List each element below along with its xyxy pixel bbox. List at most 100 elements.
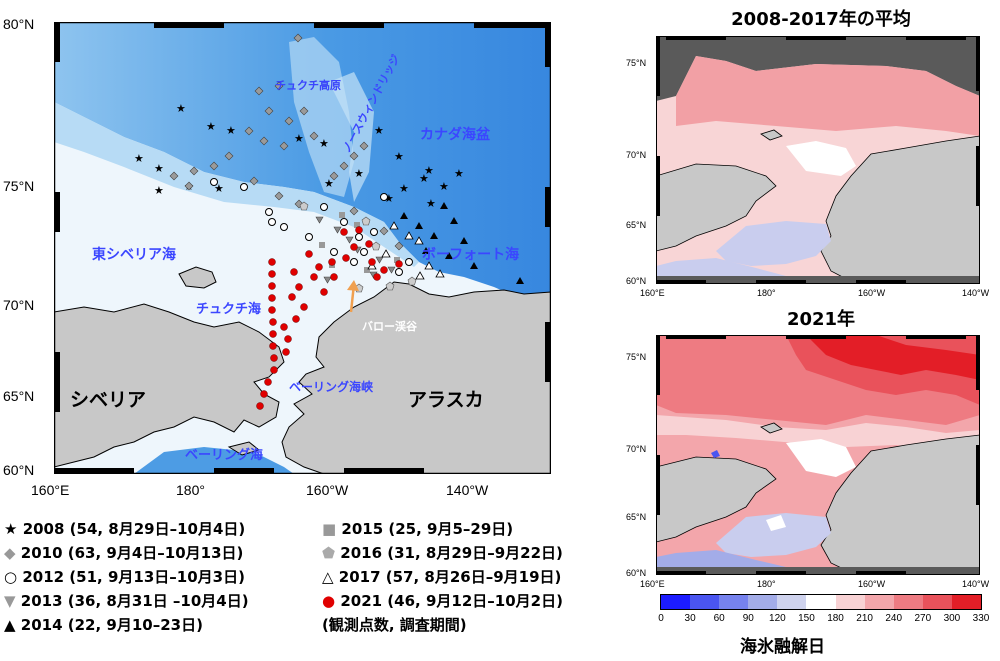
svg-text:★: ★ [394, 150, 404, 163]
svg-text:★: ★ [454, 167, 464, 180]
legend: ★ 2008 (54, 8月29日–10月4日) ◆ 2010 (63, 9月4… [4, 518, 249, 638]
inset-bottom-lat-60: 60°N [626, 568, 647, 578]
legend-row-2013: ▼ 2013 (36, 8月31日 –10月4日) [4, 592, 249, 610]
label-beaufort-sea: ボーフォート海 [422, 247, 520, 263]
svg-text:★: ★ [419, 172, 429, 185]
stations-2021 [256, 226, 403, 410]
svg-text:★: ★ [214, 182, 224, 195]
inset-top-lon-160e: 160°E [640, 288, 665, 298]
inset-top-lat-70: 70°N [626, 150, 647, 160]
colorbar-tick-label: 240 [885, 613, 903, 624]
stations-2010 [169, 33, 404, 251]
inset-bottom-lon-180: 180° [757, 579, 776, 589]
colorbar [660, 594, 982, 610]
legend-row-2015: ■ 2015 (25, 9月5–29日) [322, 520, 514, 538]
inset-bottom-lat-65: 65°N [626, 512, 647, 522]
legend-row-2017: △ 2017 (57, 8月26日–9月19日) [322, 568, 562, 586]
inset-top-lat-60: 60°N [626, 276, 647, 286]
svg-text:★: ★ [154, 184, 164, 197]
legend-row-2021: ● 2021 (46, 9月12日–10月2日) [322, 592, 563, 610]
colorbar-ticks: 0 30 60 90 120 150 180 210 240 270 300 330 [654, 613, 994, 627]
legend-row-2008: ★ 2008 (54, 8月29日–10月4日) [4, 520, 246, 538]
lon-label-140w: 140°W [446, 482, 489, 498]
inset-top-lon-160w: 160°W [858, 288, 886, 298]
svg-text:★: ★ [319, 137, 329, 150]
colorbar-swatch [835, 595, 865, 609]
colorbar-swatch [893, 595, 923, 609]
inset-top-lat-65: 65°N [626, 220, 647, 230]
colorbar-tick-label: 300 [943, 613, 961, 624]
colorbar-swatch [690, 595, 720, 609]
main-map: ★★★ ★★★ ★★★ ★★★ ★★★ ★★★ ★★★ [53, 21, 552, 475]
colorbar-tick-label: 120 [769, 613, 786, 624]
inset-bottom-lon-140w: 140°W [962, 579, 990, 589]
colorbar-label: 海氷融解日 [740, 637, 825, 657]
label-canada-basin: カナダ海盆 [420, 127, 490, 143]
inset-bottom-lon-160e: 160°E [640, 579, 665, 589]
lon-label-160w: 160°W [306, 482, 349, 498]
colorbar-tick-label: 90 [742, 613, 754, 624]
svg-text:★: ★ [226, 124, 236, 137]
inset-top-lon-180: 180° [757, 288, 776, 298]
alaska-land [281, 281, 552, 475]
inset-top-title: 2008-2017年の平均 [731, 9, 911, 30]
stations-2008: ★★★ ★★★ ★★★ ★★★ ★★★ ★★★ ★★★ [134, 102, 464, 210]
svg-text:★: ★ [324, 177, 334, 190]
stations-2014 [400, 202, 524, 284]
colorbar-swatch [777, 595, 807, 609]
colorbar-swatch [748, 595, 778, 609]
colorbar-tick-label: 30 [684, 613, 696, 624]
siberia-land [53, 303, 285, 468]
lon-label-160e: 160°E [31, 482, 70, 498]
inset-bottom-lat-70: 70°N [626, 444, 647, 454]
svg-text:★: ★ [206, 120, 216, 133]
svg-text:★: ★ [294, 132, 304, 145]
inset-top-lon-140w: 140°W [962, 288, 990, 298]
colorbar-tick-label: 270 [914, 613, 932, 624]
lat-label-80: 80°N [3, 16, 35, 32]
legend-row-2014: ▲ 2014 (22, 9月10–23日) [4, 616, 203, 634]
colorbar-swatch [806, 595, 836, 609]
colorbar-tick-label: 0 [658, 613, 664, 624]
legend-right: ■ 2015 (25, 9月5–29日) ⬟ 2016 (31, 8月29日–9… [322, 518, 563, 638]
inset-bottom-title: 2021年 [786, 309, 856, 330]
label-siberia: シベリア [70, 389, 147, 411]
svg-text:★: ★ [176, 102, 186, 115]
inset-top-lat-75: 75°N [626, 58, 647, 68]
barrow-canyon-arrow [347, 280, 359, 313]
label-barrow-canyon: バロー渓谷 [362, 320, 417, 333]
lat-label-70: 70°N [3, 297, 35, 313]
inset-bottom-map [655, 335, 981, 576]
label-bering-sea: ベーリング海 [185, 448, 264, 463]
inset-bottom-lat-75: 75°N [626, 352, 647, 362]
inset-bottom-lon-160w: 160°W [858, 579, 886, 589]
wrangel-island [178, 266, 217, 289]
colorbar-swatch [661, 595, 691, 609]
label-bering-strait: ベーリング海峡 [289, 380, 374, 394]
stations-2012 [210, 178, 413, 276]
main-map-svg: ★★★ ★★★ ★★★ ★★★ ★★★ ★★★ ★★★ [53, 21, 552, 475]
lon-label-180: 180° [176, 482, 205, 498]
svg-text:★: ★ [439, 180, 449, 193]
map-frame-ticks [54, 22, 551, 474]
legend-row-2012: ○ 2012 (51, 9月13日–10月3日) [4, 568, 245, 586]
colorbar-swatch [719, 595, 749, 609]
svg-text:★: ★ [384, 192, 394, 205]
label-alaska: アラスカ [408, 389, 484, 411]
svg-text:★: ★ [374, 124, 384, 137]
deep-basin [54, 22, 551, 307]
colorbar-tick-label: 150 [798, 613, 815, 624]
label-chukchi-plateau-text: チュクチ高原 [275, 79, 341, 92]
colorbar-tick-label: 330 [972, 613, 990, 624]
colorbar-tick-label: 180 [827, 613, 844, 624]
colorbar-tick-label: 210 [856, 613, 873, 624]
svg-text:★: ★ [426, 197, 436, 210]
legend-note: (観測点数, 調査期間) [322, 616, 467, 634]
svg-text:★: ★ [399, 182, 409, 195]
legend-row-2010: ◆ 2010 (63, 9月4日–10月13日) [4, 544, 244, 562]
colorbar-swatch [864, 595, 894, 609]
svg-text:★: ★ [134, 152, 144, 165]
colorbar-tick-label: 60 [713, 613, 725, 624]
label-chukchi-sea: チュクチ海 [196, 302, 262, 317]
svg-text:★: ★ [424, 164, 434, 177]
